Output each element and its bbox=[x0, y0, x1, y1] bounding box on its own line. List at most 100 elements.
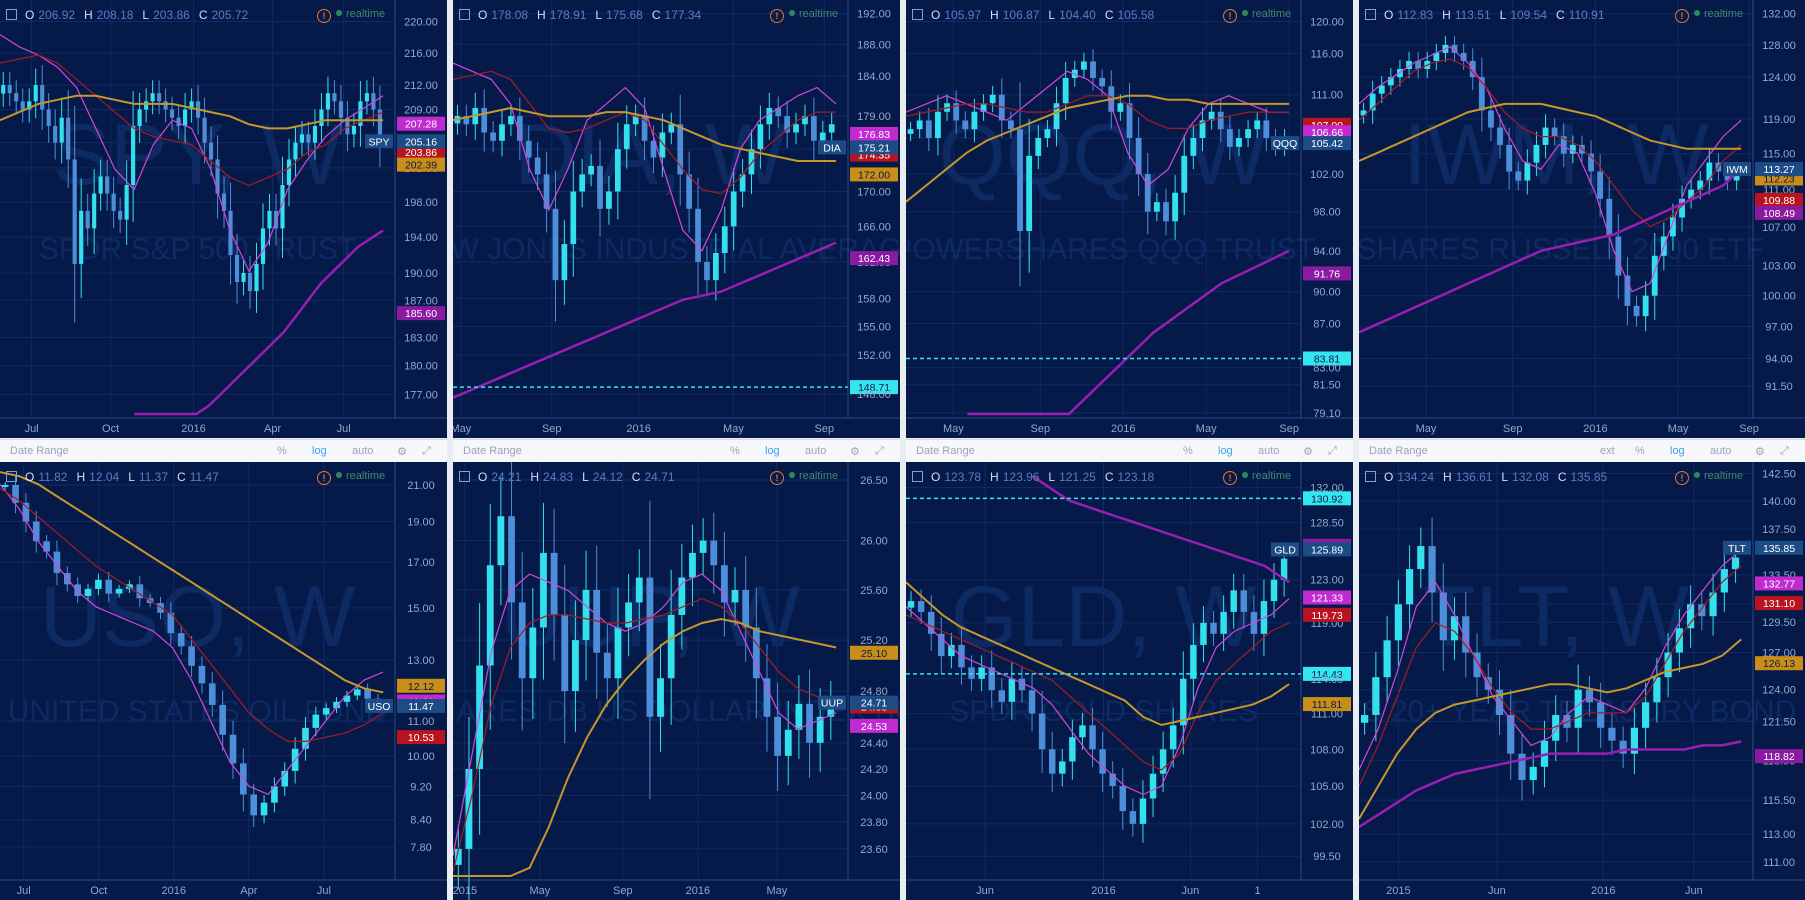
log-toggle[interactable]: log bbox=[312, 445, 327, 457]
log-toggle[interactable]: log bbox=[1218, 445, 1233, 457]
candle-body bbox=[157, 93, 162, 102]
date-range-label[interactable]: Date Range bbox=[10, 445, 69, 457]
warning-icon[interactable]: ! bbox=[1675, 9, 1689, 23]
gear-icon[interactable]: ⚙ bbox=[1303, 446, 1313, 458]
x-tick-label: May bbox=[943, 423, 964, 435]
candle-body bbox=[1270, 579, 1278, 602]
collapse-icon[interactable] bbox=[459, 471, 470, 482]
candle-body bbox=[766, 107, 773, 125]
ohlc-value: 175.68 bbox=[606, 8, 643, 22]
candle-body bbox=[597, 165, 603, 209]
percent-toggle[interactable]: % bbox=[1183, 445, 1193, 457]
warning-icon[interactable]: ! bbox=[1675, 471, 1689, 485]
collapse-icon[interactable] bbox=[912, 9, 923, 20]
candle-body bbox=[1574, 689, 1582, 728]
candle-body bbox=[124, 184, 129, 220]
price-tag-value: 10.53 bbox=[408, 732, 434, 744]
gear-icon[interactable]: ⚙ bbox=[397, 446, 407, 458]
collapse-icon[interactable] bbox=[6, 471, 17, 482]
expand-icon[interactable]: ⤢ bbox=[1328, 445, 1337, 457]
date-range-bar[interactable]: Date Range% log auto ⚙ ⤢ bbox=[453, 439, 900, 462]
date-range-label[interactable]: Date Range bbox=[1369, 445, 1428, 457]
warning-icon[interactable]: ! bbox=[770, 471, 784, 485]
expand-icon[interactable]: ⤢ bbox=[1780, 445, 1789, 457]
y-tick-label: 102.00 bbox=[1310, 169, 1344, 181]
candle-body bbox=[1383, 640, 1391, 678]
candle-body bbox=[571, 640, 579, 692]
symbol-tag bbox=[1723, 540, 1751, 555]
y-tick-label: 148.00 bbox=[857, 389, 891, 401]
auto-toggle[interactable]: auto bbox=[352, 445, 374, 457]
expand-icon[interactable]: ⤢ bbox=[422, 445, 431, 457]
candle-body bbox=[1089, 725, 1096, 750]
ohlc-key: O bbox=[25, 470, 35, 484]
price-tag-ma-long bbox=[1755, 656, 1803, 671]
realtime-badge[interactable]: ! realtime bbox=[1223, 470, 1291, 485]
log-toggle[interactable]: log bbox=[765, 445, 780, 457]
realtime-badge[interactable]: ! realtime bbox=[1675, 8, 1743, 23]
y-tick-label: 91.50 bbox=[1765, 381, 1793, 393]
expand-icon[interactable]: ⤢ bbox=[875, 445, 884, 457]
percent-toggle[interactable]: % bbox=[277, 445, 287, 457]
ohlc-value: 178.08 bbox=[491, 8, 529, 22]
symbol-tag-label: IWM bbox=[1726, 164, 1748, 176]
candle-body bbox=[497, 516, 505, 566]
candle-body bbox=[1007, 120, 1014, 130]
auto-toggle[interactable]: auto bbox=[805, 445, 827, 457]
last-price-tag bbox=[397, 698, 445, 713]
log-toggle[interactable]: log bbox=[1670, 445, 1685, 457]
warning-icon[interactable]: ! bbox=[770, 9, 784, 23]
ohlc-value: 178.91 bbox=[549, 8, 587, 22]
x-tick-label: May bbox=[723, 423, 744, 435]
realtime-badge[interactable]: ! realtime bbox=[770, 8, 838, 23]
chart-panel-gld[interactable]: GLD, W SPDR GOLD SHARES 130.92 114.43 132.00… bbox=[906, 462, 1353, 900]
chart-panel-uso[interactable]: USO, W UNITED STATES OIL FUND 21.00 19.00 17… bbox=[0, 462, 447, 900]
candle-body bbox=[938, 633, 945, 657]
candle-body bbox=[588, 165, 594, 175]
chart-panel-spy[interactable]: SPY, W SPDR S&P 500 TRUST 220.00 216.00 212.… bbox=[0, 0, 447, 438]
realtime-badge[interactable]: ! realtime bbox=[770, 470, 838, 485]
auto-toggle[interactable]: auto bbox=[1710, 445, 1732, 457]
warning-icon[interactable]: ! bbox=[1223, 9, 1237, 23]
date-range-label[interactable]: Date Range bbox=[463, 445, 522, 457]
ohlc-value: 203.86 bbox=[153, 8, 190, 22]
warning-icon[interactable]: ! bbox=[317, 9, 331, 23]
collapse-icon[interactable] bbox=[1365, 9, 1376, 20]
percent-toggle[interactable]: % bbox=[1635, 445, 1645, 457]
candle-body bbox=[1731, 557, 1740, 570]
candle-body bbox=[260, 228, 266, 264]
candle-body bbox=[325, 93, 331, 110]
collapse-icon[interactable] bbox=[912, 471, 923, 482]
percent-toggle[interactable]: % bbox=[730, 445, 740, 457]
realtime-badge[interactable]: ! realtime bbox=[1223, 8, 1291, 23]
date-range-bar[interactable]: Date Range% log auto ⚙ ⤢ bbox=[0, 439, 447, 462]
gear-icon[interactable]: ⚙ bbox=[1755, 446, 1765, 458]
realtime-badge[interactable]: ! realtime bbox=[1675, 470, 1743, 485]
date-range-label[interactable]: Date Range bbox=[916, 445, 975, 457]
date-range-bar[interactable]: Date Range ext% log auto ⚙ ⤢ bbox=[1359, 439, 1805, 462]
candle-body bbox=[53, 125, 58, 143]
warning-icon[interactable]: ! bbox=[1223, 471, 1237, 485]
candle-body bbox=[322, 708, 330, 715]
auto-toggle[interactable]: auto bbox=[1258, 445, 1280, 457]
date-range-bar[interactable]: Date Range% log auto ⚙ ⤢ bbox=[906, 439, 1353, 462]
candle-body bbox=[1018, 678, 1026, 691]
ext-toggle[interactable]: ext bbox=[1600, 445, 1615, 457]
warning-icon[interactable]: ! bbox=[317, 471, 331, 485]
price-tag-ma-short bbox=[1303, 125, 1351, 140]
gear-icon[interactable]: ⚙ bbox=[850, 446, 860, 458]
candle-body bbox=[27, 101, 32, 110]
realtime-badge[interactable]: ! realtime bbox=[317, 8, 385, 23]
ohlc-value: 135.85 bbox=[1570, 470, 1608, 484]
collapse-icon[interactable] bbox=[6, 9, 17, 20]
y-tick-label: 124.00 bbox=[1762, 72, 1796, 84]
chart-panel-qqq[interactable]: QQQ, W POWERSHARES QQQ TRUST 83.81 120.00 11… bbox=[906, 0, 1353, 438]
candle-body bbox=[1478, 77, 1485, 111]
collapse-icon[interactable] bbox=[1365, 471, 1376, 482]
chart-panel-iwm[interactable]: IWM, W ISHARES RUSSELL 2000 ETF 132.00 128.… bbox=[1359, 0, 1805, 438]
collapse-icon[interactable] bbox=[459, 9, 470, 20]
realtime-badge[interactable]: ! realtime bbox=[317, 470, 385, 485]
